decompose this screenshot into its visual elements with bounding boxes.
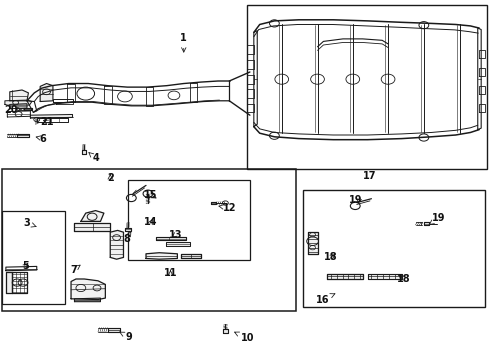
Polygon shape xyxy=(10,90,28,101)
Text: 11: 11 xyxy=(164,268,177,278)
Polygon shape xyxy=(71,279,105,300)
Polygon shape xyxy=(181,254,201,258)
Text: 7: 7 xyxy=(70,265,80,275)
Text: 12: 12 xyxy=(219,203,236,213)
Text: 18: 18 xyxy=(324,252,338,262)
Polygon shape xyxy=(108,328,120,332)
Text: 13: 13 xyxy=(169,230,182,240)
Bar xyxy=(2,211,65,304)
Text: 17: 17 xyxy=(363,171,377,181)
Text: 14: 14 xyxy=(144,217,158,228)
Text: 21: 21 xyxy=(40,117,53,127)
Polygon shape xyxy=(82,150,86,154)
Polygon shape xyxy=(223,329,228,333)
Text: 19: 19 xyxy=(348,195,362,205)
Text: 20: 20 xyxy=(4,105,21,115)
Text: 9: 9 xyxy=(120,332,132,342)
Polygon shape xyxy=(308,232,318,254)
Polygon shape xyxy=(110,230,123,259)
Polygon shape xyxy=(6,272,12,293)
Polygon shape xyxy=(368,274,402,279)
Polygon shape xyxy=(424,222,429,225)
Polygon shape xyxy=(81,211,104,221)
Polygon shape xyxy=(40,84,53,102)
Polygon shape xyxy=(5,100,32,105)
Polygon shape xyxy=(24,108,32,110)
Text: 1: 1 xyxy=(180,33,187,52)
Text: 6: 6 xyxy=(36,134,47,144)
Bar xyxy=(303,190,485,307)
Polygon shape xyxy=(146,253,177,259)
Text: 10: 10 xyxy=(235,332,254,343)
Text: 16: 16 xyxy=(316,294,335,305)
Bar xyxy=(247,5,487,169)
Text: 19: 19 xyxy=(429,213,445,225)
Polygon shape xyxy=(211,202,216,204)
Polygon shape xyxy=(17,134,29,137)
Text: 5: 5 xyxy=(22,261,29,271)
Polygon shape xyxy=(327,274,363,279)
Polygon shape xyxy=(156,237,186,240)
Polygon shape xyxy=(125,228,131,231)
Text: 4: 4 xyxy=(89,153,99,163)
Text: 3: 3 xyxy=(24,218,36,228)
Text: 15: 15 xyxy=(144,190,158,200)
Text: 2: 2 xyxy=(107,173,114,183)
Bar xyxy=(128,180,250,260)
Polygon shape xyxy=(30,114,73,118)
Polygon shape xyxy=(74,223,110,231)
Polygon shape xyxy=(166,242,190,246)
Text: 18: 18 xyxy=(397,274,411,284)
Text: 8: 8 xyxy=(123,231,131,244)
Bar xyxy=(2,169,296,311)
